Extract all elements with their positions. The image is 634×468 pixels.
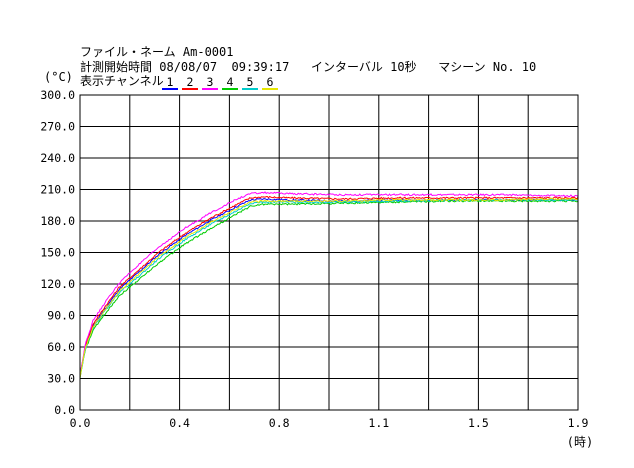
- x-tick-label: 1.5: [468, 416, 489, 430]
- y-tick-label: 270.0: [40, 120, 75, 134]
- x-tick-label: 0.8: [269, 416, 290, 430]
- y-tick-label: 90.0: [47, 309, 75, 323]
- y-tick-label: 300.0: [40, 88, 75, 102]
- file-name-label: ファイル・ネーム: [80, 45, 176, 59]
- start-time-label: 計測開始時間: [80, 60, 153, 74]
- series-line-2: [79, 195, 579, 378]
- grid: [80, 95, 578, 410]
- machine-value: No. 10: [492, 60, 537, 74]
- x-tick-label: 1.1: [368, 416, 389, 430]
- y-tick-label: 120.0: [40, 277, 75, 291]
- legend-label-6: 6: [267, 75, 274, 89]
- y-tick-label: 210.0: [40, 183, 75, 197]
- interval-label: インターバル: [310, 60, 383, 74]
- legend-label-1: 1: [167, 75, 174, 89]
- legend-label-4: 4: [227, 75, 234, 89]
- measurement-info-line: 計測開始時間 08/08/07 09:39:17 インターバル 10秒 マシーン…: [80, 61, 536, 73]
- legend-label-3: 3: [207, 75, 214, 89]
- x-tick-label: 1.9: [568, 416, 589, 430]
- file-name-value: Am-0001: [182, 45, 234, 59]
- series-line-3: [79, 191, 579, 376]
- legend-label-5: 5: [247, 75, 254, 89]
- series-lines: [79, 191, 579, 379]
- series-line-6: [79, 197, 579, 379]
- y-axis-ticks: 0.0 30.0 60.0 90.0 120.0 150.0 180.0 210.0 240.0…: [40, 88, 75, 417]
- y-tick-label: 30.0: [47, 372, 75, 386]
- x-axis-ticks: 0.0 0.4 0.8 1.1 1.5 1.9: [70, 416, 589, 430]
- file-name-line: ファイル・ネーム Am-0001: [80, 46, 233, 58]
- x-axis-label: (時): [567, 435, 593, 449]
- start-time-value: 09:39:17: [231, 60, 290, 74]
- y-tick-label: 60.0: [47, 340, 75, 354]
- x-tick-label: 0.0: [70, 416, 91, 430]
- display-channel-label: 表示チャンネル: [80, 74, 164, 88]
- start-date-value: 08/08/07: [159, 60, 218, 74]
- y-tick-label: 150.0: [40, 246, 75, 260]
- machine-label: マシーン: [438, 60, 486, 74]
- y-axis-label: (°C): [44, 70, 73, 84]
- y-tick-label: 180.0: [40, 214, 75, 228]
- y-tick-label: 240.0: [40, 151, 75, 165]
- legend-label-2: 2: [187, 75, 194, 89]
- plot-frame: [79, 94, 579, 411]
- x-tick-label: 0.4: [169, 416, 190, 430]
- interval-value: 10秒: [390, 60, 417, 74]
- series-line-5: [79, 198, 579, 378]
- y-tick-label: 0.0: [54, 403, 75, 417]
